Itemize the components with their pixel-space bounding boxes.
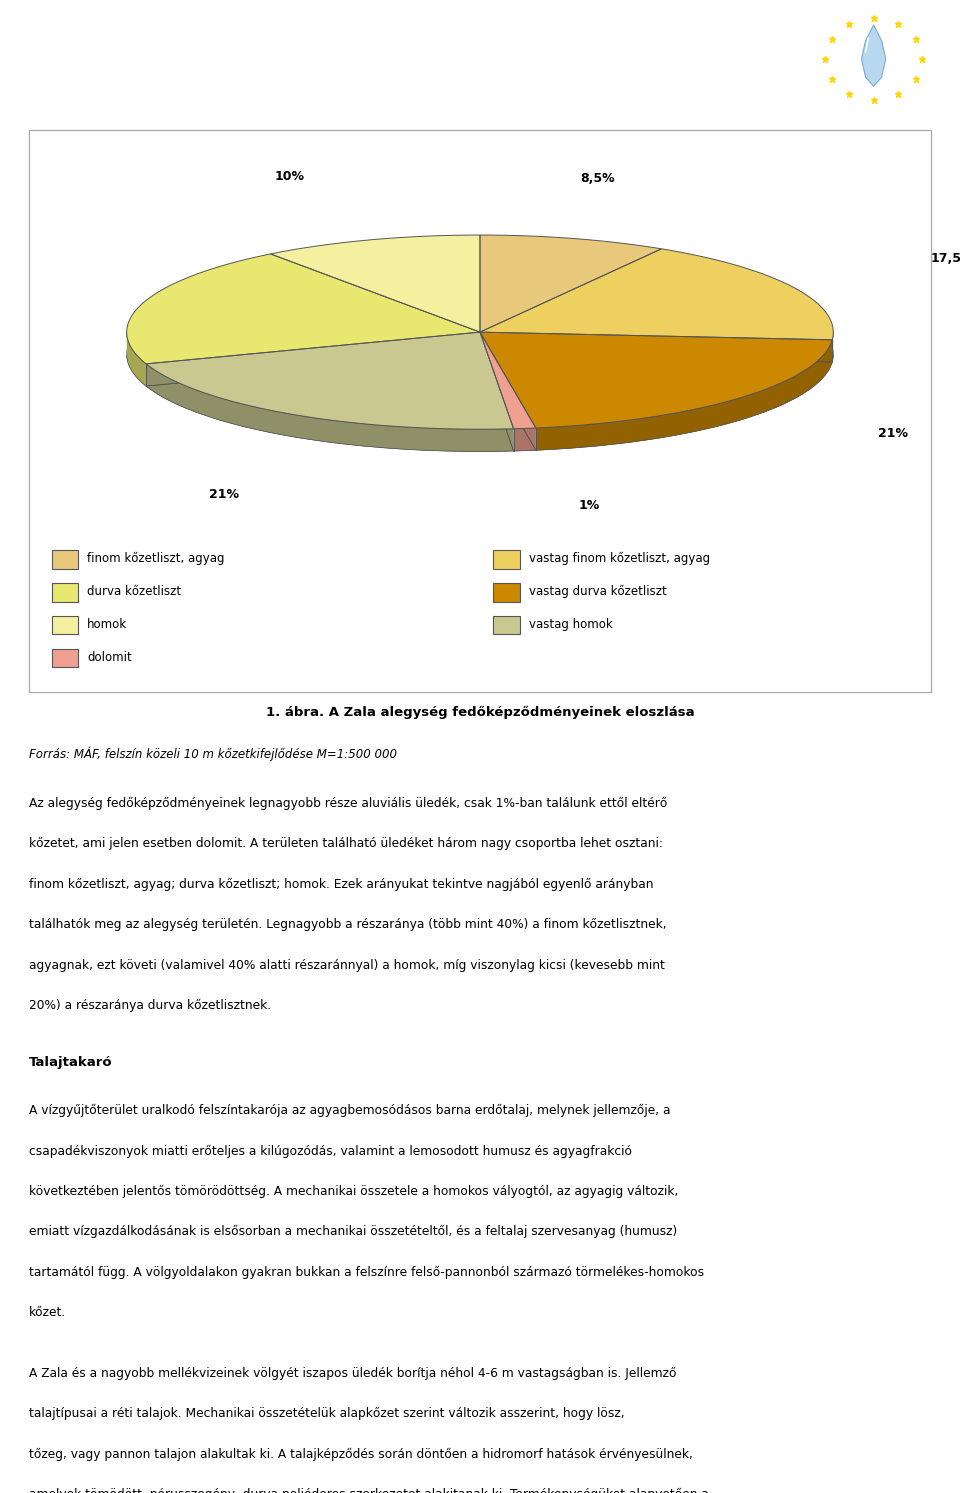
Text: talajtípusai a réti talajok. Mechanikai összetételük alapkőzet szerint változik : talajtípusai a réti talajok. Mechanikai … — [29, 1408, 624, 1420]
Polygon shape — [480, 331, 536, 428]
Text: kőzetet, ami jelen esetben dolomit. A területen található üledéket három nagy cs: kőzetet, ami jelen esetben dolomit. A te… — [29, 838, 662, 851]
Text: Az alegység fedőképződményeinek legnagyobb része aluviális üledék, csak 1%-ban t: Az alegység fedőképződményeinek legnagyo… — [29, 797, 667, 811]
Text: találhatók meg az alegység területén. Legnagyobb a részaránya (több mint 40%) a : találhatók meg az alegység területén. Le… — [29, 918, 666, 932]
Bar — [493, 615, 519, 635]
Polygon shape — [480, 234, 661, 331]
Polygon shape — [271, 234, 480, 331]
Polygon shape — [861, 25, 886, 87]
Text: tőzeg, vagy pannon talajon alakultak ki. A talajképződés során döntően a hidromo: tőzeg, vagy pannon talajon alakultak ki.… — [29, 1448, 693, 1460]
Text: vastag homok: vastag homok — [529, 618, 612, 632]
Polygon shape — [127, 254, 480, 364]
Text: 21%: 21% — [208, 488, 239, 500]
Text: Forrás: MÁF, felszín közeli 10 m kőzetkifejlődése M=1:500 000: Forrás: MÁF, felszín közeli 10 m kőzetki… — [29, 746, 396, 761]
Text: tartamától függ. A völgyoldalakon gyakran bukkan a felszínre felső-pannonból szá: tartamától függ. A völgyoldalakon gyakra… — [29, 1266, 704, 1280]
Bar — [52, 584, 78, 602]
Text: 4-1 Zala: 4-1 Zala — [17, 85, 99, 103]
Text: amelyek tömödött, pórusszegény, durva poliéderes szerkezetet alakitanak ki. Term: amelyek tömödött, pórusszegény, durva po… — [29, 1489, 708, 1493]
Text: Vízgyűjtők és vízstestek jellemzése: Vízgyűjtők és vízstestek jellemzése — [362, 1462, 598, 1475]
Text: kőzet.: kőzet. — [29, 1306, 66, 1320]
Text: 21%: 21% — [877, 427, 908, 440]
Polygon shape — [514, 428, 536, 451]
Text: 20%) a részaránya durva kőzetlisztnek.: 20%) a részaránya durva kőzetlisztnek. — [29, 999, 271, 1012]
Polygon shape — [536, 340, 832, 451]
Text: dolomit: dolomit — [87, 651, 132, 663]
Text: durva kőzetliszt: durva kőzetliszt — [87, 585, 181, 599]
Text: 10%: 10% — [275, 170, 304, 184]
Bar — [493, 584, 519, 602]
Text: homok: homok — [87, 618, 127, 632]
Text: finom kőzetliszt, agyag: finom kőzetliszt, agyag — [87, 552, 225, 566]
Text: finom kőzetliszt, agyag; durva kőzetliszt; homok. Ezek arányukat tekintve nagjáb: finom kőzetliszt, agyag; durva kőzetlisz… — [29, 878, 654, 891]
Text: csapadékviszonyok miatti erőteljes a kilúgozódás, valamint a lemosodott humusz é: csapadékviszonyok miatti erőteljes a kil… — [29, 1145, 632, 1157]
Text: 1. fejezet: 1. fejezet — [17, 1462, 87, 1475]
Ellipse shape — [127, 257, 833, 451]
Bar — [52, 551, 78, 569]
Text: vastag durva kőzetliszt: vastag durva kőzetliszt — [529, 585, 666, 599]
Bar — [52, 648, 78, 667]
Polygon shape — [480, 331, 832, 428]
Text: 1. ábra. A Zala alegység fedőképződményeinek eloszlása: 1. ábra. A Zala alegység fedőképződménye… — [266, 706, 694, 720]
Text: Talajtakaró: Talajtakaró — [29, 1056, 112, 1069]
Text: 8,5%: 8,5% — [581, 172, 615, 185]
Text: 1%: 1% — [578, 499, 600, 512]
Polygon shape — [146, 331, 514, 428]
Text: VÍZGYŰJTŐ-GAZDÁLKODÁSI TERV: VÍZGYŰJTŐ-GAZDÁLKODÁSI TERV — [17, 27, 291, 45]
Text: agyagnak, ezt követi (valamivel 40% alatti részaránnyal) a homok, míg viszonylag: agyagnak, ezt követi (valamivel 40% alat… — [29, 959, 664, 972]
Text: 17,5%: 17,5% — [930, 252, 960, 264]
Polygon shape — [146, 364, 514, 451]
Text: vastag finom kőzetliszt, agyag: vastag finom kőzetliszt, agyag — [529, 552, 709, 566]
Bar — [52, 615, 78, 635]
Text: emiatt vízgazdálkodásának is elsősorban a mechanikai összetételtől, és a feltala: emiatt vízgazdálkodásának is elsősorban … — [29, 1226, 677, 1239]
Text: A vízgyűjtőterület uralkodó felszíntakarója az agyagbemosódásos barna erdőtalaj,: A vízgyűjtőterület uralkodó felszíntakar… — [29, 1105, 670, 1117]
Polygon shape — [480, 249, 833, 340]
Text: A Zala és a nagyobb mellékvizeinek völgyét iszapos üledék borítja néhol 4-6 m va: A Zala és a nagyobb mellékvizeinek völgy… — [29, 1366, 676, 1380]
Text: következtében jelentős tömörödöttség. A mechanikai összetele a homokos vályogtól: következtében jelentős tömörödöttség. A … — [29, 1185, 678, 1197]
Text: – 6 –: – 6 – — [913, 1462, 943, 1475]
Polygon shape — [832, 333, 833, 363]
Bar — [493, 551, 519, 569]
Polygon shape — [127, 333, 146, 387]
